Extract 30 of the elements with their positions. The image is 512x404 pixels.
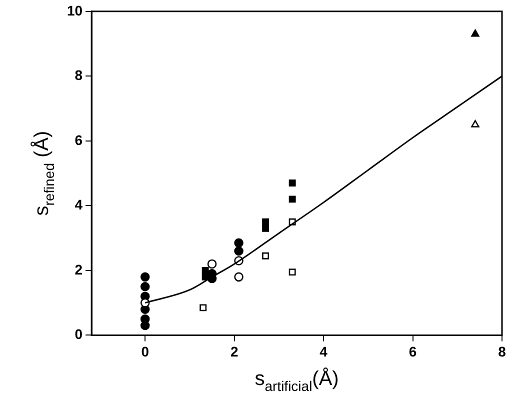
point	[288, 268, 296, 276]
point	[234, 272, 244, 282]
y-tick-label: 6	[74, 132, 83, 148]
y-tick-label: 0	[74, 326, 83, 342]
x-tick-label: 0	[141, 343, 150, 360]
x-tick-label: 8	[498, 343, 506, 360]
point	[140, 282, 150, 292]
y-tick-label: 8	[74, 67, 83, 84]
point	[471, 120, 480, 128]
y-tick-label: 2	[74, 261, 83, 278]
point	[234, 246, 244, 256]
point	[234, 238, 244, 248]
point	[471, 29, 480, 37]
x-tick-label: 4	[320, 343, 328, 360]
point	[262, 224, 270, 232]
point	[262, 252, 270, 260]
y-tick-label: 4	[74, 196, 83, 213]
y-tick-label: 10	[66, 2, 83, 18]
x-tick-label: 6	[408, 343, 417, 360]
point	[262, 218, 270, 226]
point	[288, 180, 296, 186]
y-axis-title: srefined (Å)	[30, 130, 57, 216]
point	[140, 272, 150, 282]
point	[202, 266, 209, 274]
point	[207, 259, 217, 269]
x-tick-label: 2	[230, 343, 238, 360]
point	[200, 304, 207, 312]
point	[288, 196, 296, 203]
point	[202, 273, 209, 280]
point	[140, 314, 150, 324]
